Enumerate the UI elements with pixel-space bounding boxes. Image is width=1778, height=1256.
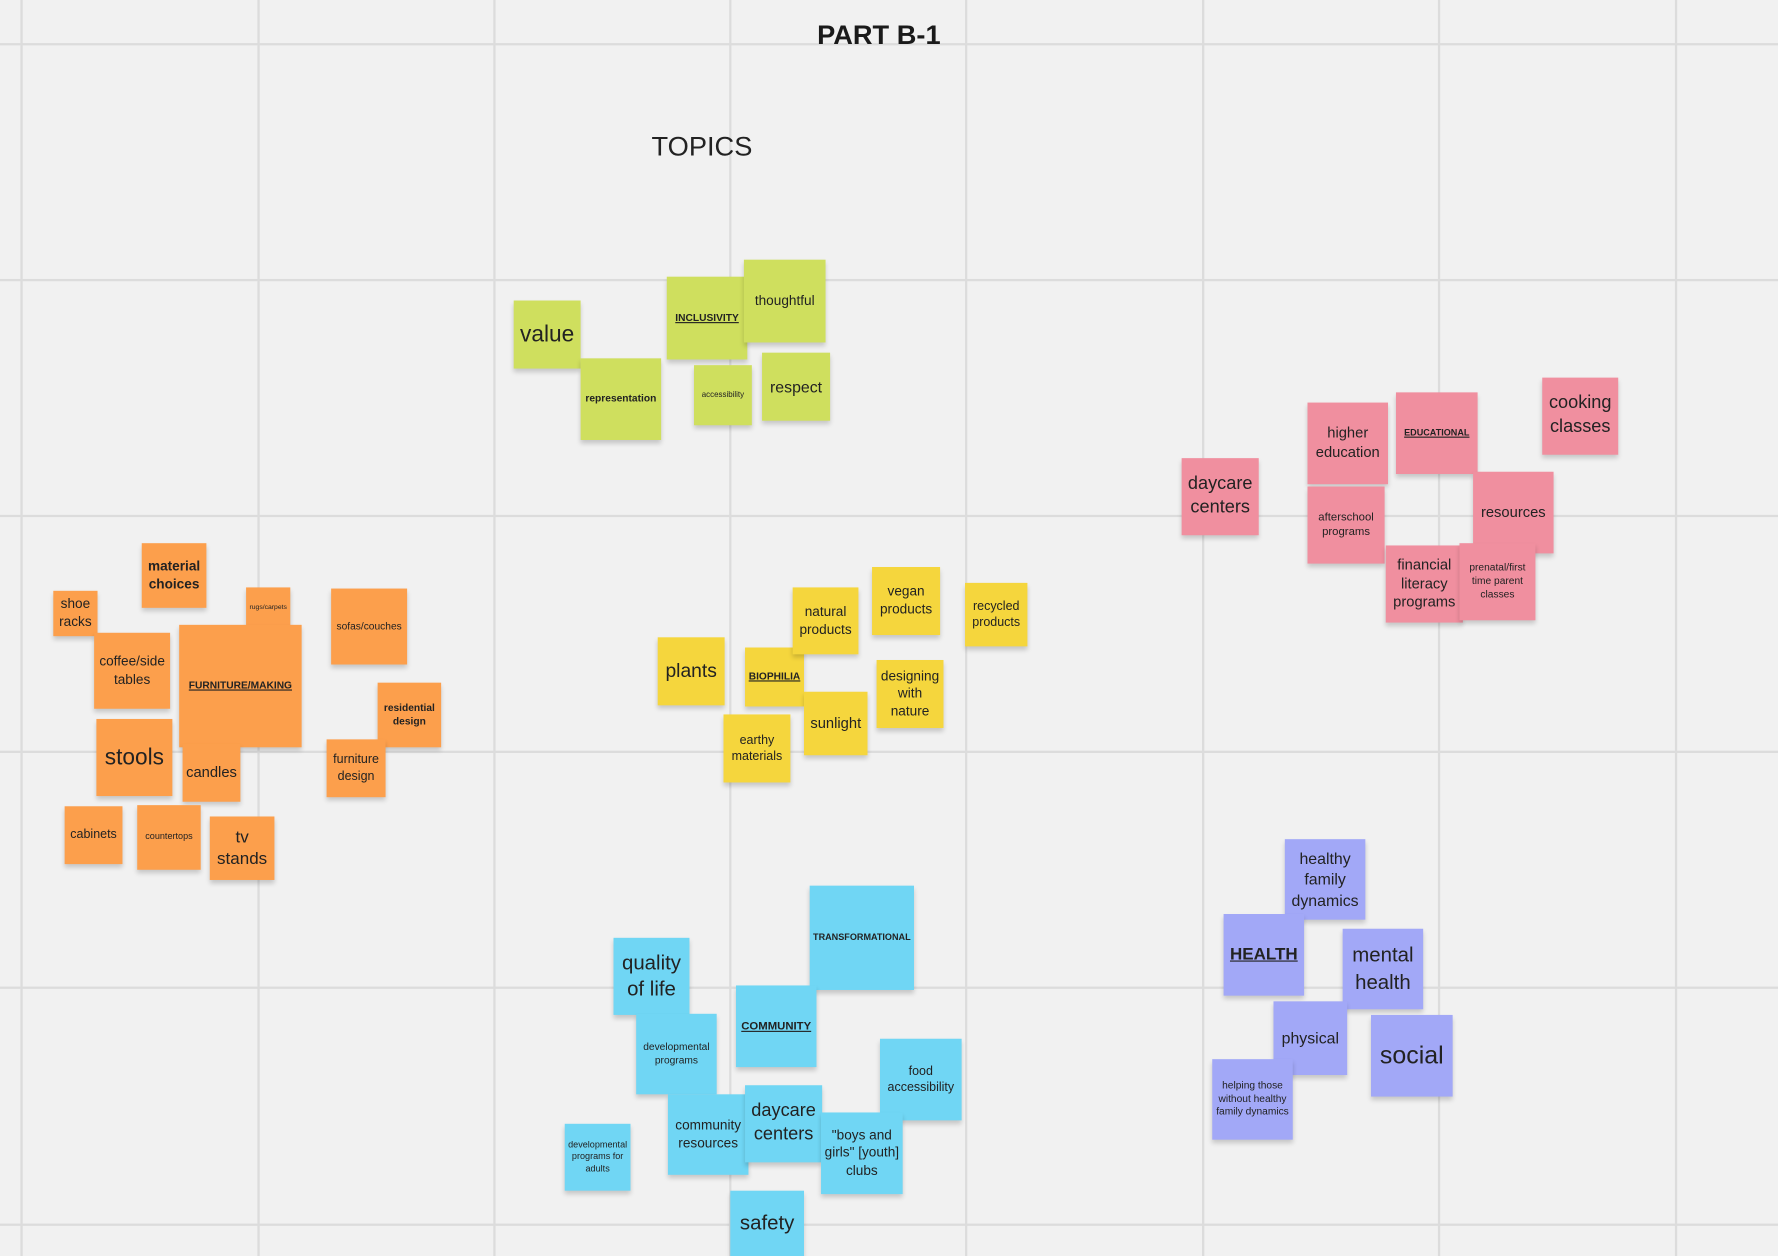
sticky-note: EDUCATIONAL — [1396, 392, 1478, 474]
sticky-note: prenatal/first time parent classes — [1459, 543, 1535, 620]
sticky-note: COMMUNITY — [736, 985, 817, 1067]
sticky-note: BIOPHILIA — [745, 648, 804, 707]
grid-line — [1675, 0, 1677, 1256]
sticky-note: recycled products — [965, 583, 1027, 647]
sticky-note: furniture design — [327, 739, 386, 797]
sticky-note: cooking classes — [1542, 378, 1618, 455]
sticky-note: residential design — [378, 683, 442, 748]
sticky-note: shoe racks — [53, 591, 97, 636]
grid-line — [0, 279, 1778, 281]
sticky-note: natural products — [793, 587, 859, 654]
sticky-note: INCLUSIVITY — [667, 277, 748, 360]
sticky-note: sofas/couches — [331, 589, 407, 665]
sticky-note: thoughtful — [744, 260, 826, 343]
sticky-note: TRANSFORMATIONAL — [810, 886, 914, 990]
whiteboard: PART B-1 TOPICS valuerepresentationINCLU… — [0, 0, 1778, 1256]
sticky-note: designing with nature — [877, 660, 944, 728]
sticky-note: stools — [96, 719, 172, 796]
sticky-note: plants — [658, 637, 725, 705]
grid-line — [729, 0, 731, 1256]
sticky-note: healthy family dynamics — [1285, 839, 1366, 920]
sticky-note: community resources — [668, 1094, 749, 1175]
sticky-note: tv stands — [210, 816, 275, 880]
sticky-note: earthy materials — [723, 714, 790, 782]
sticky-note: representation — [581, 358, 662, 440]
sticky-note: resources — [1473, 472, 1554, 554]
sticky-note: respect — [762, 353, 830, 421]
grid-line — [0, 751, 1778, 753]
sticky-note: daycare centers — [745, 1085, 822, 1162]
sticky-note: FURNITURE/MAKING — [179, 625, 301, 747]
sticky-note: sunlight — [804, 692, 868, 756]
grid-line — [0, 1224, 1778, 1226]
sticky-note: HEALTH — [1224, 914, 1305, 996]
sticky-note: vegan products — [872, 567, 940, 635]
sticky-note: financial literacy programs — [1386, 545, 1463, 622]
board-subtitle: TOPICS — [611, 132, 792, 164]
sticky-note: helping those without healthy family dyn… — [1212, 1059, 1293, 1140]
sticky-note: social — [1371, 1015, 1453, 1097]
sticky-note: safety — [730, 1191, 804, 1256]
sticky-note: food accessibility — [880, 1039, 962, 1121]
sticky-note: value — [514, 301, 581, 369]
sticky-note: afterschool programs — [1308, 486, 1385, 563]
board-title: PART B-1 — [765, 20, 992, 52]
sticky-note: developmental programs — [636, 1014, 717, 1095]
sticky-note: material choices — [142, 543, 207, 608]
grid-line — [1202, 0, 1204, 1256]
sticky-note: candles — [183, 744, 241, 802]
sticky-note: cabinets — [65, 806, 123, 864]
sticky-note: higher education — [1308, 403, 1389, 485]
sticky-note: mental health — [1343, 929, 1424, 1010]
grid-line — [20, 0, 22, 1256]
sticky-note: developmental programs for adults — [565, 1124, 631, 1191]
sticky-note: daycare centers — [1182, 458, 1259, 535]
grid-line — [493, 0, 495, 1256]
sticky-note: quality of life — [613, 938, 689, 1015]
sticky-note: "boys and girls" [youth] clubs — [821, 1112, 903, 1194]
sticky-note: accessibility — [694, 365, 752, 425]
sticky-note: countertops — [137, 805, 201, 870]
sticky-note: coffee/side tables — [94, 633, 170, 709]
